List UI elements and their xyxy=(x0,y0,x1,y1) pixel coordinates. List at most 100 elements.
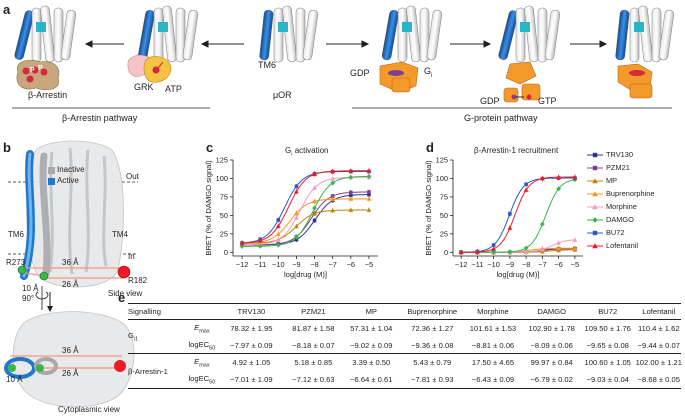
legend-marker xyxy=(592,152,598,158)
data-point-morphine xyxy=(330,176,336,181)
receptor-5 xyxy=(498,5,561,63)
data-point-lofentanil xyxy=(458,249,464,255)
dist-10-label: 10 Å xyxy=(22,284,39,293)
legend-marker-pzm21 xyxy=(587,165,603,171)
legend-marker-mp xyxy=(587,178,603,184)
dist-26-label: 26 Å xyxy=(62,280,79,289)
legend-marker-buprenorphine xyxy=(587,191,603,197)
data-point-lofentanil xyxy=(294,189,299,194)
mu-or-label: μOR xyxy=(273,90,292,100)
legend-marker xyxy=(592,191,598,197)
header-trv130: TRV130 xyxy=(237,307,266,316)
header-signalling: Signalling xyxy=(128,307,161,316)
legend-marker-lofentanil xyxy=(587,243,603,249)
data-point-damgo xyxy=(257,243,263,249)
table-row: logEC50 −7.97 ± 0.09 −8.18 ± 0.07 −9.02 … xyxy=(128,337,685,354)
x-tick-label: −5 xyxy=(571,260,579,269)
y-tick-label: 50 xyxy=(440,211,448,220)
header-lofentanil: Lofentanil xyxy=(642,307,676,316)
gtp-label: GTP xyxy=(538,96,557,106)
header-buprenorphine: Buprenorphine xyxy=(407,307,458,316)
r273-label: R273 xyxy=(6,258,26,267)
curve-damgo xyxy=(242,176,368,247)
data-point-buprenorphine xyxy=(330,196,336,202)
legend-marker-morphine xyxy=(587,204,603,210)
table-cell: −9.44 ± 0.07 xyxy=(637,341,680,350)
legend-item: Buprenorphine xyxy=(586,189,655,201)
data-point-damgo xyxy=(523,245,529,251)
param-logec50: logEC50 xyxy=(188,373,216,386)
y-tick-label: 25 xyxy=(220,229,228,238)
header-mp: MP xyxy=(365,307,377,316)
data-point-morphine xyxy=(312,185,317,190)
arrow-to-arrestin xyxy=(84,40,124,48)
legend-marker xyxy=(592,204,598,210)
table-bottom-rule xyxy=(128,388,681,389)
data-point-morphine xyxy=(556,240,562,245)
curve-pzm21 xyxy=(242,191,368,246)
legend-marker xyxy=(592,230,598,236)
param-emax: Emax xyxy=(194,356,210,369)
arrow-to-active xyxy=(570,40,608,48)
legend-marker-damgo xyxy=(587,217,603,223)
gi-protein-1 xyxy=(379,61,419,93)
table-cell: −6.43 ± 0.09 xyxy=(471,375,515,384)
legend-marker xyxy=(592,165,598,171)
arrow-to-grk xyxy=(200,40,244,48)
data-point-buprenorphine xyxy=(312,198,317,204)
y-tick-label: 50 xyxy=(220,211,228,220)
panel-label-c: c xyxy=(206,140,214,155)
data-point-bu72 xyxy=(294,184,299,189)
table-cell: −8.68 ± 0.05 xyxy=(637,375,680,384)
data-point-lofentanil xyxy=(348,168,354,173)
gi-label: Gi xyxy=(424,66,433,79)
tm6-label-a: TM6 xyxy=(258,60,276,70)
x-tick-label: −8 xyxy=(310,260,318,269)
dist-36-b-label: 36 Å xyxy=(62,346,79,355)
legend-item: BU72 xyxy=(586,228,625,240)
data-point-pzm21 xyxy=(367,190,371,194)
phospho-label-2: P xyxy=(38,65,43,72)
x-tick-label: −5 xyxy=(365,260,373,269)
arrow-to-gi xyxy=(326,40,370,48)
x-tick-label: −10 xyxy=(272,260,285,269)
receptor-3 xyxy=(259,5,319,63)
data-point-lofentanil xyxy=(474,249,480,254)
tm4-label: TM4 xyxy=(112,230,128,239)
dist-10-b-label: 10 Å xyxy=(6,375,23,384)
table-cell: −7.97 ± 0.09 xyxy=(230,341,273,350)
data-point-buprenorphine xyxy=(556,245,562,251)
legend-inactive: Inactive xyxy=(57,165,85,174)
data-point-trv130 xyxy=(367,192,371,197)
x-axis-label: log[drug (M)] xyxy=(496,270,539,279)
curve-damgo xyxy=(461,179,574,253)
table-cell: 72.36 ± 1.27 xyxy=(411,324,454,333)
receptor-2 xyxy=(137,5,199,63)
drug-legend: TRV130 PZM21 MP Buprenorphine Morphine D… xyxy=(586,150,685,260)
table-row: logEC50 −7.01 ± 1.09 −7.12 ± 0.63 −6.64 … xyxy=(128,371,685,388)
data-point-damgo xyxy=(294,234,299,240)
data-point-damgo xyxy=(507,249,513,255)
table-cell: 110.4 ± 1.62 xyxy=(637,324,680,333)
data-point-bu72 xyxy=(524,182,528,187)
param-emax: Emax xyxy=(194,322,210,335)
data-point-morphine xyxy=(294,215,299,220)
gdp-label-1: GDP xyxy=(350,68,370,78)
r182-label: R182 xyxy=(128,276,148,285)
data-point-bu72 xyxy=(508,212,512,216)
table-cell: −9.03 ± 0.04 xyxy=(586,375,629,384)
data-point-damgo xyxy=(366,174,372,179)
table-cell: −6.79 ± 0.02 xyxy=(530,375,573,384)
data-point-buprenorphine xyxy=(572,245,578,251)
legend-item: MP xyxy=(586,176,617,188)
data-point-mp xyxy=(348,207,354,212)
x-axis-label: log[drug (M)] xyxy=(284,270,327,279)
table-cell: 5.43 ± 0.79 xyxy=(413,358,452,367)
gi-protein-3 xyxy=(617,63,653,99)
data-point-mp xyxy=(330,208,336,213)
data-point-buprenorphine xyxy=(275,231,281,236)
table-cell: 4.92 ± 1.05 xyxy=(232,358,271,367)
x-tick-label: −8 xyxy=(522,260,530,269)
y-tick-label: 75 xyxy=(440,193,448,202)
header-morphine: Morphine xyxy=(477,307,509,316)
